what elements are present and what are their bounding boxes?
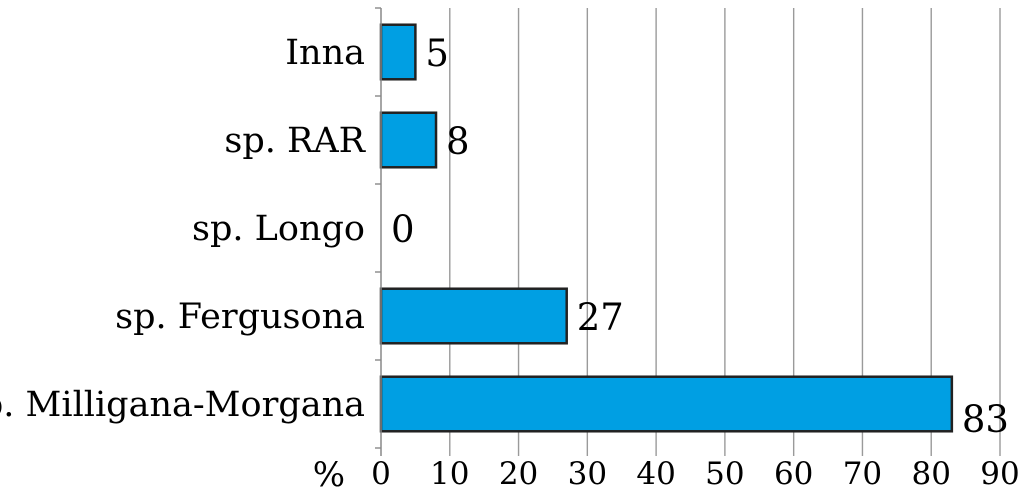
grid-lines bbox=[375, 7, 1001, 456]
x-tick-label: 10 bbox=[430, 456, 469, 492]
data-label: 27 bbox=[577, 296, 624, 339]
x-tick-labels: 0 10 20 30 40 50 60 70 80 90 bbox=[371, 456, 1020, 492]
data-label: 83 bbox=[962, 398, 1009, 441]
x-tick-label: 90 bbox=[980, 456, 1019, 492]
category-label: Inna bbox=[285, 33, 365, 73]
bar bbox=[379, 287, 568, 345]
data-label: 8 bbox=[446, 120, 470, 163]
x-tick-label: 20 bbox=[499, 456, 538, 492]
data-label: 0 bbox=[391, 208, 415, 251]
bar bbox=[379, 111, 438, 169]
x-tick-label: 60 bbox=[774, 456, 813, 492]
category-label: sp. Fergusona bbox=[115, 297, 365, 337]
value-labels: 5 8 0 27 83 bbox=[391, 32, 1009, 441]
category-label: sp. Longo bbox=[192, 209, 365, 249]
x-tick-label: 40 bbox=[636, 456, 675, 492]
data-label: 5 bbox=[425, 32, 449, 75]
x-tick-label: 30 bbox=[568, 456, 607, 492]
x-tick-label: 80 bbox=[911, 456, 950, 492]
category-labels: Inna sp. RAR sp. Longo sp. Fergusona sp. Mil… bbox=[0, 33, 367, 425]
x-tick-label: 70 bbox=[843, 456, 882, 492]
category-label: sp. Milligana-Morgana bbox=[0, 385, 365, 425]
x-tick-label: 50 bbox=[705, 456, 744, 492]
x-tick-label: 0 bbox=[371, 456, 391, 492]
x-axis-unit-label: % bbox=[313, 455, 345, 493]
bars bbox=[379, 23, 954, 433]
bar bbox=[379, 375, 954, 433]
bar bbox=[379, 23, 417, 81]
category-label: sp. RAR bbox=[224, 121, 366, 161]
